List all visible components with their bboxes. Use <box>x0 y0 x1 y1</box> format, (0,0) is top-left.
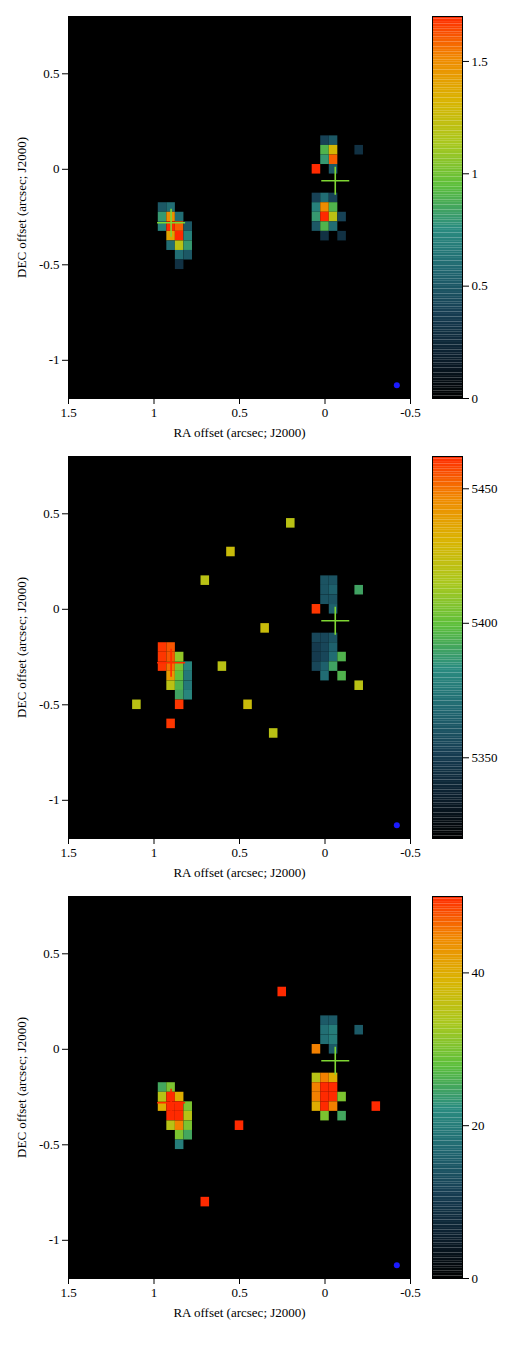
svg-text:5450: 5450 <box>472 481 498 496</box>
svg-text:1: 1 <box>151 845 158 860</box>
svg-text:0.5: 0.5 <box>231 845 247 860</box>
svg-text:RA offset (arcsec; J2000): RA offset (arcsec; J2000) <box>173 425 305 440</box>
svg-text:20: 20 <box>472 1118 485 1133</box>
svg-text:-1: -1 <box>49 352 60 367</box>
svg-text:1.5: 1.5 <box>472 54 488 69</box>
svg-text:0.5: 0.5 <box>231 405 247 420</box>
svg-text:-0.5: -0.5 <box>400 405 421 420</box>
svg-text:0: 0 <box>53 601 60 616</box>
svg-text:0: 0 <box>472 1271 479 1286</box>
svg-text:0: 0 <box>472 391 479 406</box>
svg-text:DEC offset (arcsec; J2000): DEC offset (arcsec; J2000) <box>14 1017 29 1158</box>
svg-text:0: 0 <box>322 1285 329 1300</box>
svg-text:1: 1 <box>472 166 479 181</box>
svg-text:-0.5: -0.5 <box>39 1137 60 1152</box>
svg-text:-0.5: -0.5 <box>39 697 60 712</box>
svg-text:0: 0 <box>53 1041 60 1056</box>
svg-text:0: 0 <box>322 405 329 420</box>
svg-text:0: 0 <box>53 161 60 176</box>
svg-text:40: 40 <box>472 965 485 980</box>
svg-text:0: 0 <box>322 845 329 860</box>
svg-text:-0.5: -0.5 <box>400 1285 421 1300</box>
svg-text:DEC offset (arcsec; J2000): DEC offset (arcsec; J2000) <box>14 137 29 278</box>
svg-text:5350: 5350 <box>472 750 498 765</box>
svg-text:-0.5: -0.5 <box>39 257 60 272</box>
svg-text:0.5: 0.5 <box>43 506 59 521</box>
svg-text:DEC offset (arcsec; J2000): DEC offset (arcsec; J2000) <box>14 577 29 718</box>
svg-text:-1: -1 <box>49 1232 60 1247</box>
svg-text:1.5: 1.5 <box>60 1285 76 1300</box>
svg-text:0.5: 0.5 <box>43 66 59 81</box>
svg-text:0.5: 0.5 <box>472 278 488 293</box>
svg-text:1.5: 1.5 <box>60 845 76 860</box>
svg-text:-1: -1 <box>49 792 60 807</box>
svg-text:1: 1 <box>151 405 158 420</box>
svg-text:RA offset (arcsec; J2000): RA offset (arcsec; J2000) <box>173 1305 305 1320</box>
svg-text:0.5: 0.5 <box>43 946 59 961</box>
svg-text:1.5: 1.5 <box>60 405 76 420</box>
svg-text:RA offset (arcsec; J2000): RA offset (arcsec; J2000) <box>173 865 305 880</box>
svg-text:0.5: 0.5 <box>231 1285 247 1300</box>
svg-text:1: 1 <box>151 1285 158 1300</box>
svg-text:-0.5: -0.5 <box>400 845 421 860</box>
svg-text:5400: 5400 <box>472 615 498 630</box>
